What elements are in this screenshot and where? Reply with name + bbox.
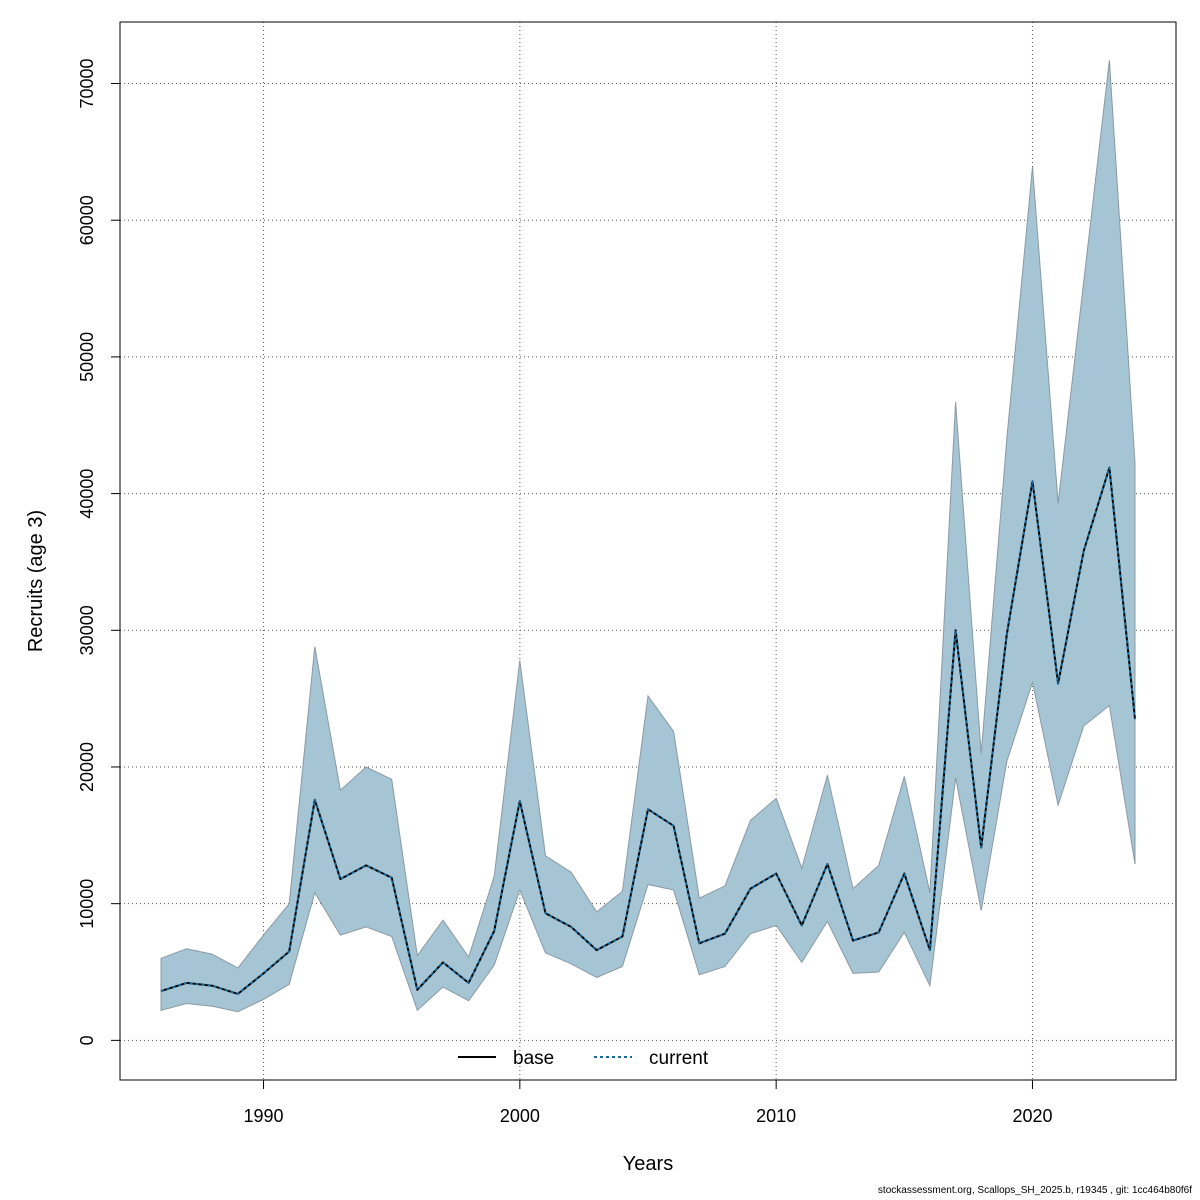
- legend-label-base: base: [513, 1048, 554, 1069]
- y-tick-label: 0: [77, 1035, 97, 1045]
- footer-credit: stockassessment.org, Scallops_SH_2025.b,…: [877, 1185, 1192, 1196]
- y-tick-label: 60000: [77, 195, 97, 245]
- x-tick-label: 2020: [1012, 1106, 1052, 1126]
- y-tick-label: 10000: [77, 879, 97, 929]
- x-tick-label: 2000: [500, 1106, 540, 1126]
- y-tick-label: 50000: [77, 332, 97, 382]
- confidence-band: [160, 60, 1136, 1013]
- y-tick-label: 70000: [77, 58, 97, 108]
- y-tick-label: 30000: [77, 605, 97, 655]
- series-line-current: [160, 466, 1136, 995]
- y-tick-label: 40000: [77, 469, 97, 519]
- plot-frame: [119, 21, 1177, 1081]
- y-tick-label: 20000: [77, 742, 97, 792]
- x-tick-label: 2010: [756, 1106, 796, 1126]
- series-lines: [160, 466, 1136, 995]
- legend-label-current: current: [649, 1048, 709, 1069]
- legend: base current: [458, 1048, 709, 1069]
- x-tick-label: 1990: [244, 1106, 284, 1126]
- x-axis-title: Years: [623, 1153, 673, 1175]
- x-axis: 1990 2000 2010 2020: [244, 1080, 1052, 1126]
- y-axis: 0 10000 20000 30000 40000 50000 60000 70000: [77, 58, 120, 1045]
- y-axis-title: Recruits (age 3): [25, 510, 47, 652]
